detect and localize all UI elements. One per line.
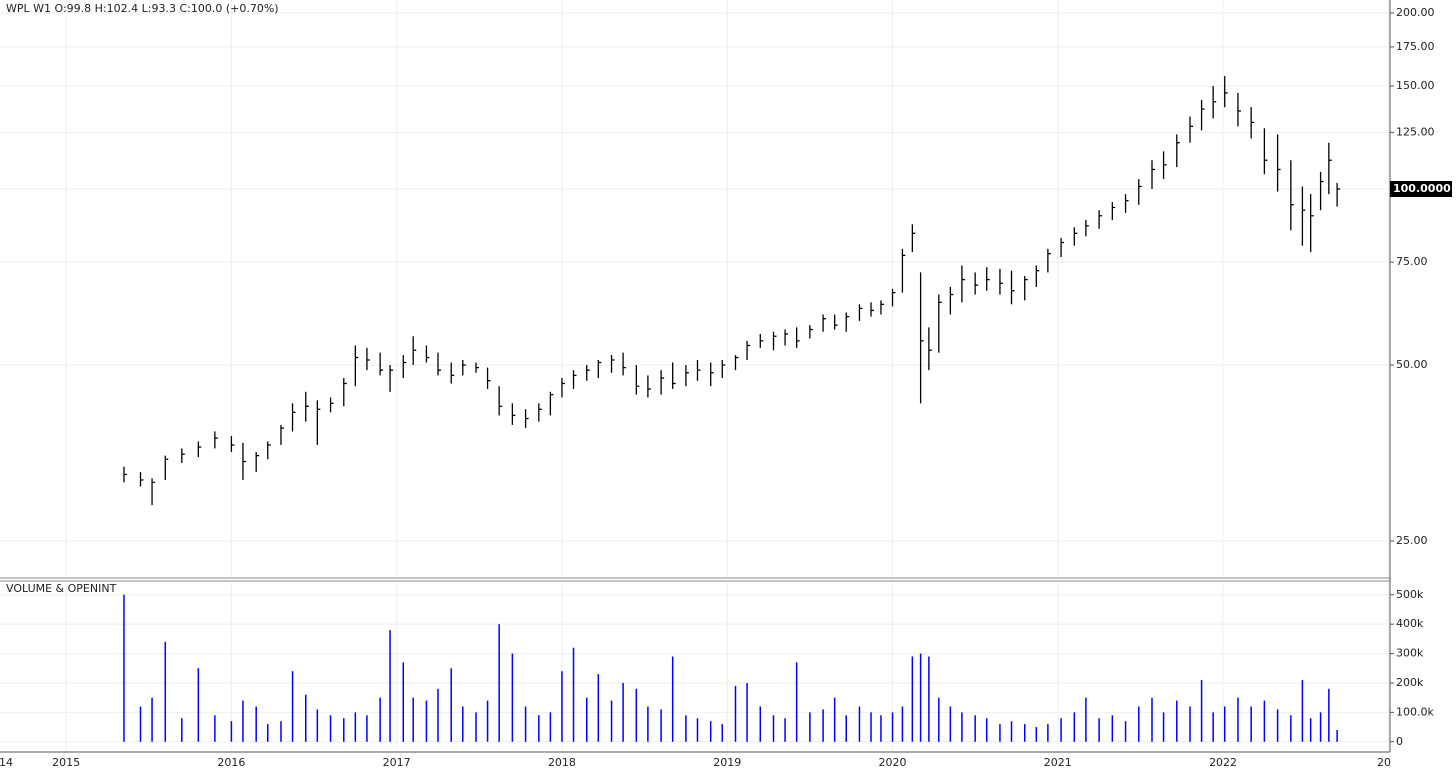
y-tick-label: 175.00: [1396, 40, 1435, 53]
x-tick-label: 14: [0, 756, 13, 769]
x-tick-label: 2016: [217, 756, 245, 769]
last-price-box: [1390, 181, 1452, 198]
y-tick-label: 50.00: [1396, 358, 1428, 371]
x-tick-label: 2022: [1209, 756, 1237, 769]
x-tick-label: 2017: [383, 756, 411, 769]
x-tick-label: 2021: [1044, 756, 1072, 769]
y-tick-label: 200k: [1396, 676, 1424, 689]
chart-title: WPL W1 O:99.8 H:102.4 L:93.3 C:100.0 (+0…: [6, 2, 279, 15]
x-tick-label: 20: [1377, 756, 1391, 769]
y-tick-label: 500k: [1396, 588, 1424, 601]
y-tick-label: 125.00: [1396, 125, 1435, 138]
y-tick-label: 100.0k: [1396, 705, 1434, 718]
y-tick-label: 300k: [1396, 647, 1424, 660]
y-tick-label: 0: [1396, 735, 1403, 748]
x-tick-label: 2020: [879, 756, 907, 769]
y-tick-label: 150.00: [1396, 79, 1435, 92]
y-tick-label: 200.00: [1396, 6, 1435, 19]
volume-title: VOLUME & OPENINT: [6, 582, 117, 595]
y-tick-label: 400k: [1396, 617, 1424, 630]
x-tick-label: 2019: [713, 756, 741, 769]
y-tick-label: 25.00: [1396, 534, 1428, 547]
marks: 14 2015 2016 2017 2018 2019 2020 2021 2022 20 25.0…: [0, 6, 1452, 769]
x-tick-label: 2018: [548, 756, 576, 769]
y-tick-label: 75.00: [1396, 255, 1428, 268]
last-price-label: 100.0000: [1393, 182, 1451, 195]
x-tick-label: 2015: [52, 756, 80, 769]
